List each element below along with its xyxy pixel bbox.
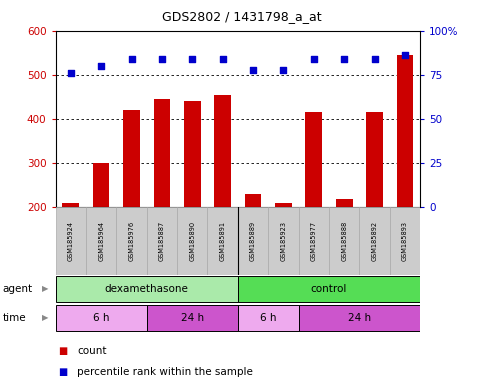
Text: agent: agent [2,284,32,294]
Text: 24 h: 24 h [348,313,371,323]
Bar [86,207,116,275]
Bar [336,199,353,207]
Point [401,52,409,58]
Bar [268,207,298,275]
Text: GSM185891: GSM185891 [220,221,226,261]
Bar [116,207,147,275]
Text: GSM185964: GSM185964 [98,221,104,261]
Bar [397,55,413,207]
Bar [147,305,238,331]
Point [249,66,257,73]
Point [219,56,227,62]
Point [97,63,105,69]
Bar [154,99,170,207]
Text: GSM185890: GSM185890 [189,221,195,261]
Bar [56,305,147,331]
Text: GSM185976: GSM185976 [128,221,135,261]
Point [310,56,318,62]
Point [280,66,287,73]
Text: count: count [77,346,107,356]
Text: GSM185977: GSM185977 [311,221,317,261]
Text: dexamethasone: dexamethasone [105,284,189,294]
Bar [123,110,140,207]
Bar [184,101,200,207]
Bar [245,194,261,207]
Bar [56,276,238,302]
Bar [56,207,86,275]
Point [67,70,74,76]
Text: GSM185924: GSM185924 [68,221,74,261]
Point [371,56,379,62]
Bar [305,113,322,207]
Bar [208,207,238,275]
Bar [177,207,208,275]
Text: control: control [311,284,347,294]
Bar [298,305,420,331]
Point [188,56,196,62]
Bar [93,163,110,207]
Text: GSM185888: GSM185888 [341,221,347,261]
Point [158,56,166,62]
Bar [238,276,420,302]
Text: ■: ■ [58,346,67,356]
Bar [275,203,292,207]
Text: 24 h: 24 h [181,313,204,323]
Bar [147,207,177,275]
Text: GDS2802 / 1431798_a_at: GDS2802 / 1431798_a_at [162,10,321,23]
Bar [62,203,79,207]
Text: ■: ■ [58,367,67,377]
Text: GSM185887: GSM185887 [159,221,165,261]
Bar [329,207,359,275]
Text: percentile rank within the sample: percentile rank within the sample [77,367,253,377]
Bar [298,207,329,275]
Point [341,56,348,62]
Text: GSM185889: GSM185889 [250,221,256,261]
Text: time: time [2,313,26,323]
Text: ▶: ▶ [42,285,48,293]
Point [128,56,135,62]
Bar [390,207,420,275]
Bar [238,207,268,275]
Text: 6 h: 6 h [260,313,276,323]
Bar [238,305,298,331]
Text: GSM185923: GSM185923 [281,221,286,261]
Text: ▶: ▶ [42,313,48,322]
Bar [359,207,390,275]
Bar [214,95,231,207]
Text: GSM185893: GSM185893 [402,221,408,261]
Bar [366,113,383,207]
Text: 6 h: 6 h [93,313,109,323]
Text: GSM185892: GSM185892 [371,221,378,261]
